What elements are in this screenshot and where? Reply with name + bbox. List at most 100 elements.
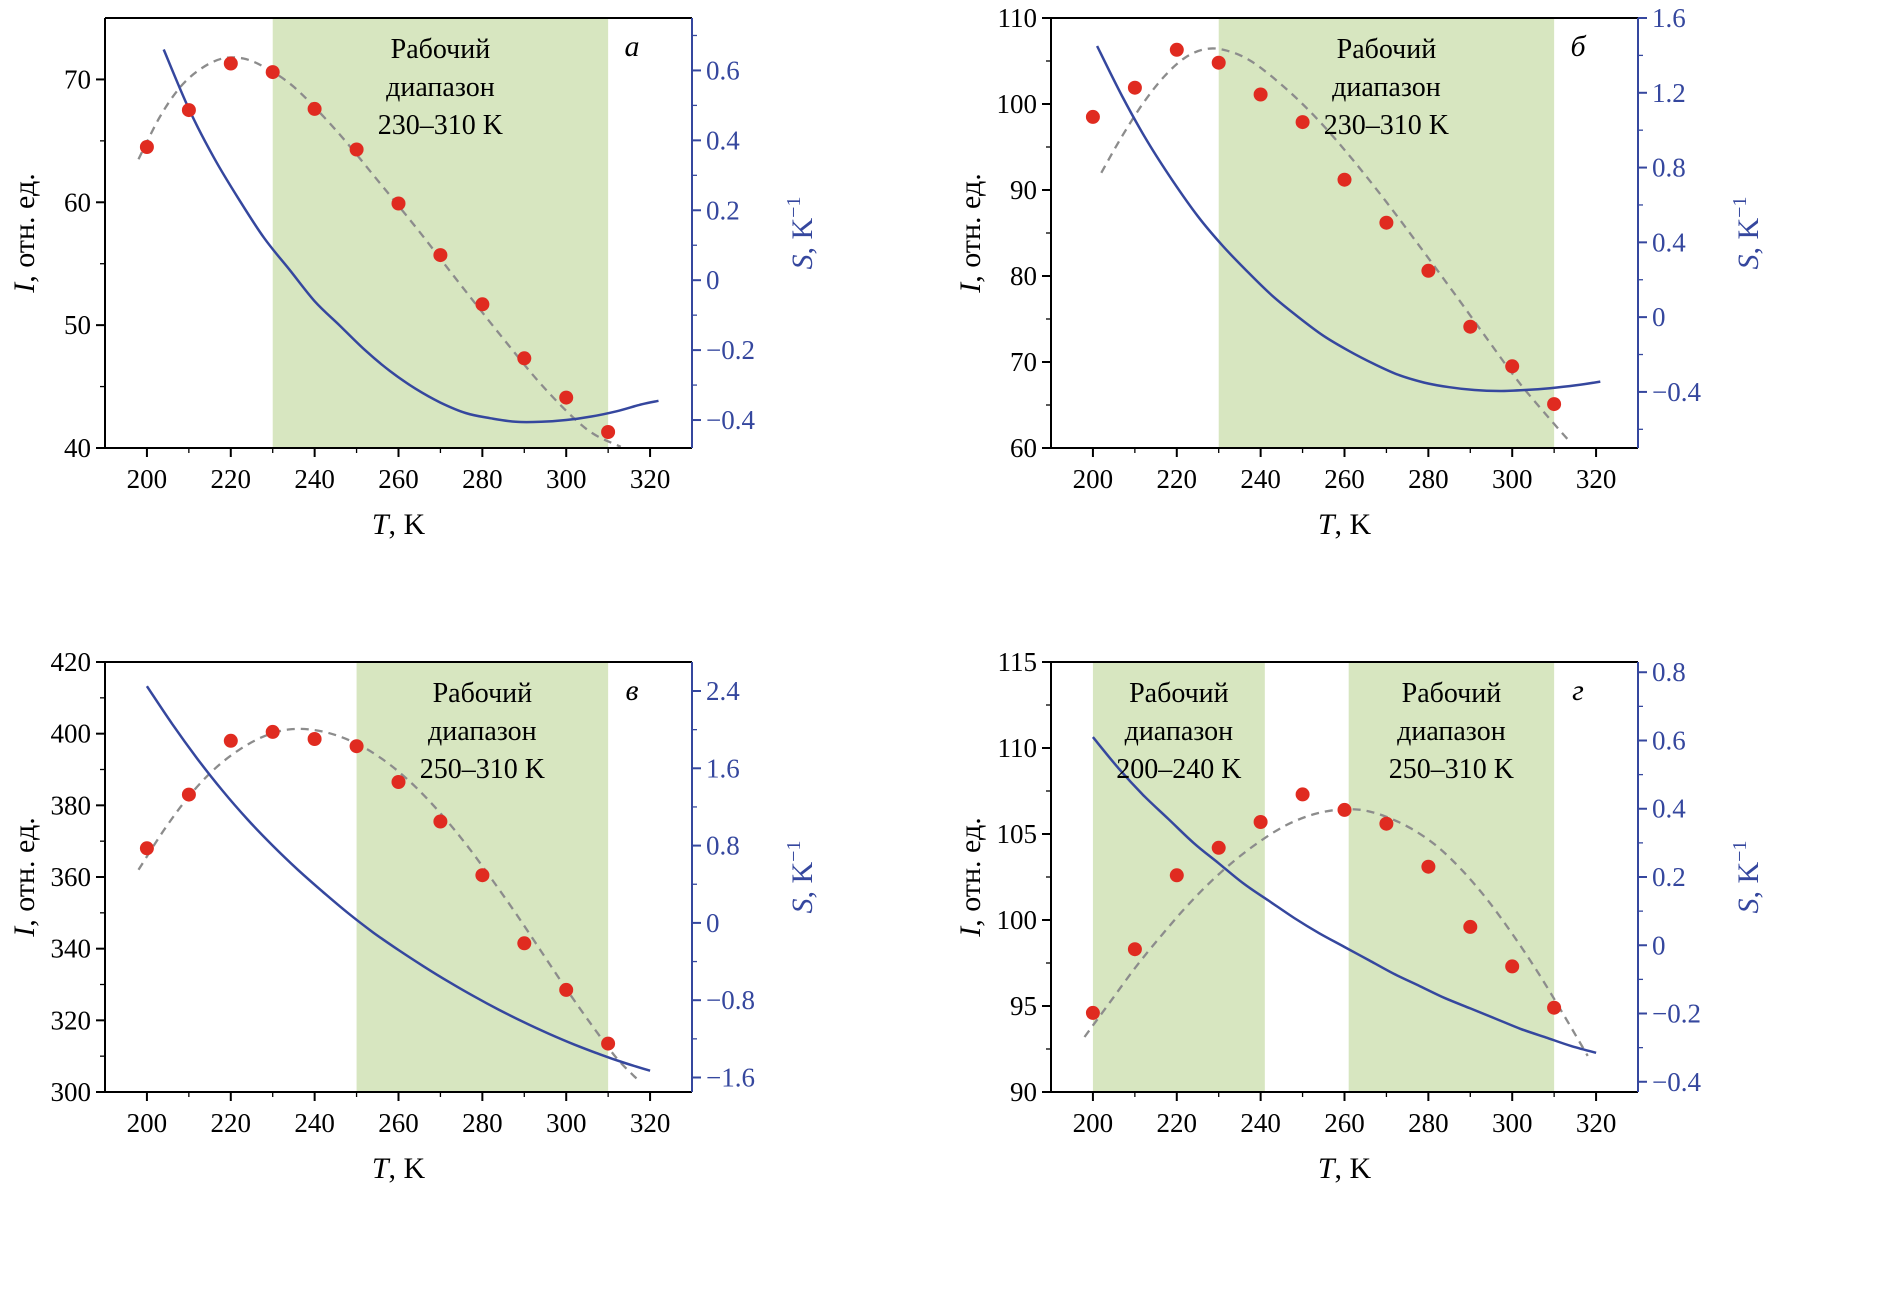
x-tick-label: 260: [1324, 464, 1365, 494]
data-point: [1295, 115, 1310, 130]
data-point: [391, 775, 406, 789]
y-left-tick-label: 100: [997, 905, 1038, 935]
y-left-tick-label: 95: [1010, 991, 1037, 1021]
data-point: [181, 103, 196, 118]
band-label-line: диапазон: [1397, 716, 1506, 747]
panel-letter: б: [1570, 30, 1586, 63]
data-point: [1127, 942, 1142, 957]
sensitivity-curve: [1091, 736, 1597, 1055]
data-point: [559, 982, 574, 997]
data-point: [1547, 397, 1562, 412]
x-tick-label: 200: [127, 464, 168, 494]
y-right-tick-label: 0: [706, 265, 720, 295]
data-point: [265, 724, 280, 739]
x-tick-label: 280: [462, 464, 503, 494]
x-tick-label: 200: [1073, 1108, 1114, 1138]
x-tick-label: 320: [630, 1108, 671, 1138]
data-point: [1379, 816, 1394, 831]
x-axis-title: T, K: [1318, 508, 1372, 541]
x-tick-label: 220: [1157, 464, 1198, 494]
data-point: [181, 787, 196, 802]
y-left-tick-label: 40: [64, 433, 91, 463]
x-tick-label: 320: [630, 464, 671, 494]
data-point: [1169, 868, 1184, 883]
y-right-tick-label: −0.8: [706, 985, 755, 1015]
x-tick-label: 300: [1492, 1108, 1533, 1138]
data-point: [1337, 802, 1352, 817]
data-point: [1253, 87, 1268, 102]
data-point: [1505, 359, 1520, 374]
y-right-axis-title: S, K−1: [1729, 841, 1765, 914]
y-left-tick-label: 110: [998, 733, 1038, 763]
panel-letter: г: [1572, 674, 1584, 707]
x-tick-label: 260: [378, 1108, 419, 1138]
y-left-tick-label: 90: [1010, 175, 1037, 205]
x-tick-label: 220: [211, 1108, 252, 1138]
data-point: [433, 814, 448, 829]
data-point: [1421, 859, 1436, 874]
x-tick-label: 280: [462, 1108, 503, 1138]
x-tick-label: 260: [378, 464, 419, 494]
x-tick-label: 300: [1492, 464, 1533, 494]
panel-v: Рабочий диапазон 250–310 K 200 220 240 260 280 3…: [0, 644, 946, 1288]
band-label-line: Рабочий: [433, 678, 533, 709]
data-point: [1295, 787, 1310, 802]
data-point: [1211, 55, 1226, 70]
y-right-tick-label: 0.8: [1652, 657, 1686, 687]
y-right-tick-label: −0.2: [706, 335, 755, 365]
data-point: [1085, 1005, 1100, 1020]
y-right-tick-label: 0.6: [1652, 725, 1686, 755]
band-label-line: диапазон: [428, 716, 537, 747]
working-range-band: [272, 18, 609, 448]
x-tick-label: 220: [211, 464, 252, 494]
data-point: [1085, 109, 1100, 124]
y-right-tick-label: 0: [1652, 930, 1666, 960]
x-tick-label: 280: [1408, 464, 1449, 494]
data-point: [433, 248, 448, 263]
y-right-tick-label: 2.4: [706, 676, 740, 706]
x-tick-label: 240: [1240, 1108, 1281, 1138]
x-axis-title: T, K: [372, 508, 426, 541]
band-label-line: 250–310 K: [1389, 754, 1514, 785]
band-label-line: Рабочий: [1129, 678, 1229, 709]
y-right-tick-label: 0.2: [706, 195, 740, 225]
x-tick-label: 260: [1324, 1108, 1365, 1138]
panel-b: Рабочий диапазон 230–310 K 200 220 240 260 280 3…: [946, 0, 1892, 644]
data-point: [559, 390, 574, 405]
y-right-tick-label: 1.6: [706, 753, 740, 783]
x-tick-label: 220: [1157, 1108, 1198, 1138]
y-right-tick-label: 0.8: [706, 831, 740, 861]
band-label-line: 230–310 K: [1324, 110, 1449, 141]
data-point: [265, 65, 280, 80]
y-left-tick-label: 340: [51, 934, 92, 964]
y-left-axis-title: I, отн. ед.: [8, 173, 41, 293]
y-left-tick-label: 60: [1010, 433, 1037, 463]
y-right-tick-label: 0.8: [1652, 153, 1686, 183]
panel-g: Рабочий диапазон 200–240 K Рабочий диапазон 2…: [946, 644, 1892, 1288]
y-right-axis-title: S, K−1: [783, 197, 819, 270]
fit-curve: [137, 56, 622, 448]
data-point: [475, 297, 490, 312]
panel-a: Рабочий диапазон 230–310 K 200 220 240 260 280 3…: [0, 0, 946, 644]
data-point: [1505, 959, 1520, 974]
data-point: [223, 56, 238, 71]
y-left-tick-label: 70: [64, 64, 91, 94]
band-label-line: 250–310 K: [420, 754, 545, 785]
data-point: [391, 196, 406, 211]
data-point: [475, 868, 490, 883]
data-points: [1085, 787, 1562, 1020]
y-left-tick-label: 420: [51, 647, 92, 677]
data-point: [307, 101, 322, 116]
y-right-tick-label: 1.2: [1652, 78, 1686, 108]
y-right-tick-label: 0.4: [1652, 227, 1686, 257]
data-point: [139, 140, 154, 154]
y-right-tick-label: 0.4: [706, 125, 740, 155]
data-points: [139, 56, 616, 439]
x-tick-label: 200: [127, 1108, 168, 1138]
data-point: [307, 732, 322, 746]
x-axis-title: T, K: [372, 1152, 426, 1185]
band-label-line: Рабочий: [1337, 34, 1437, 65]
band-label-line: диапазон: [386, 72, 495, 103]
y-right-tick-label: 1.6: [1652, 3, 1686, 33]
data-point: [1547, 1000, 1562, 1015]
